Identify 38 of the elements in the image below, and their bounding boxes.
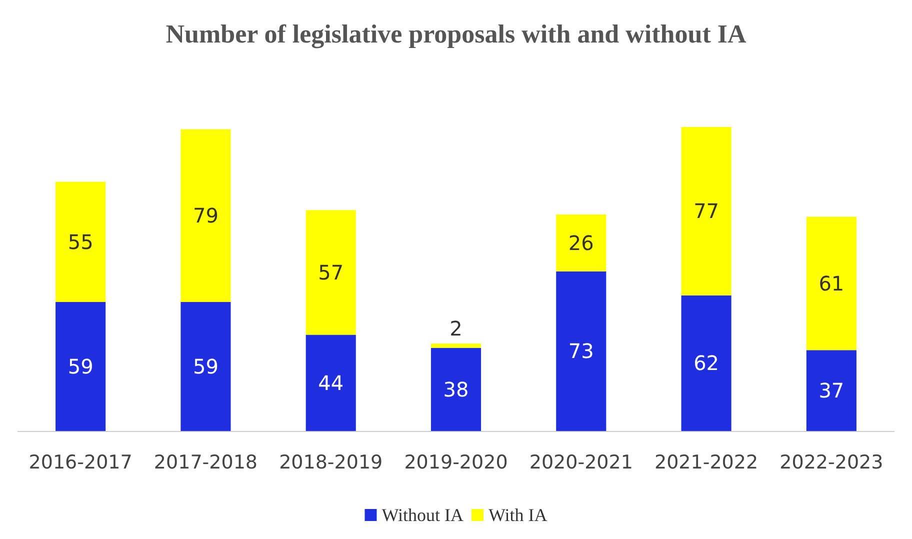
- data-label: 62: [694, 351, 720, 376]
- bar: [681, 127, 732, 296]
- x-tick-label: 2020-2021: [529, 452, 633, 474]
- bar: [56, 302, 106, 431]
- bar: [806, 216, 856, 350]
- bar: [806, 350, 856, 431]
- data-label: 55: [68, 230, 94, 254]
- bar: [306, 210, 356, 335]
- data-label: 59: [192, 354, 218, 378]
- bar: [681, 295, 732, 431]
- data-label: 26: [568, 230, 594, 255]
- data-label: 2: [450, 316, 462, 341]
- x-tick-label: 2017-2018: [154, 452, 258, 474]
- legend-label: Without IA: [382, 505, 464, 525]
- data-label: 38: [443, 377, 469, 402]
- x-tick-label: 2016-2017: [28, 452, 132, 474]
- data-label: 57: [318, 260, 344, 284]
- data-label: 44: [318, 370, 344, 395]
- legend-label: With IA: [488, 505, 548, 525]
- data-label: 37: [818, 378, 844, 403]
- bar: [56, 182, 106, 302]
- x-tick-label: 2022-2023: [780, 452, 884, 474]
- bar: [306, 334, 356, 431]
- data-label: 61: [818, 271, 844, 296]
- bar: [556, 271, 606, 431]
- data-label: 59: [68, 354, 94, 378]
- bar: [180, 302, 231, 431]
- x-tick-label: 2019-2020: [404, 452, 508, 474]
- bar: [430, 344, 482, 348]
- data-label: 77: [694, 199, 720, 224]
- x-tick-label: 2018-2019: [279, 452, 383, 474]
- data-label: 79: [192, 204, 218, 228]
- x-tick-label: 2021-2022: [654, 452, 758, 474]
- bar: [180, 129, 231, 302]
- bar: [430, 348, 482, 431]
- chart-title: Number of legislative proposals with and without IA: [166, 20, 746, 48]
- bar: [556, 214, 606, 272]
- data-label: 73: [568, 339, 594, 364]
